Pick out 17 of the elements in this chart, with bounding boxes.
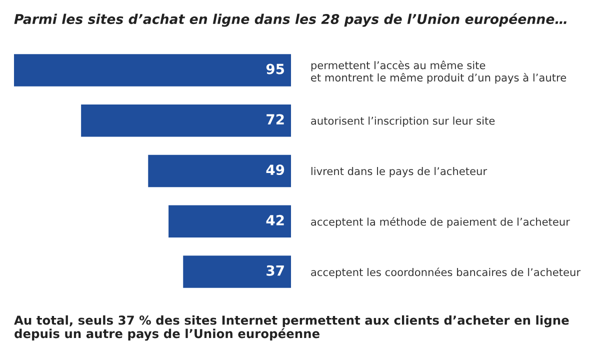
data-label: 42 bbox=[266, 214, 284, 226]
y-tick-label: acceptent la méthode de paiement de l’acheteur bbox=[311, 217, 570, 228]
chart-title: Parmi les sites d’achat en ligne dans les 28 pays de l’Union européenne… bbox=[14, 13, 566, 27]
data-label: 72 bbox=[266, 114, 284, 124]
data-label: 95 bbox=[266, 64, 284, 74]
y-tick-label: livrent dans le pays de l’acheteur bbox=[311, 166, 488, 178]
y-tick-label: permettent l’accès au même site et montrent le même produit d’un pays à l’autre bbox=[311, 60, 566, 84]
bar bbox=[81, 104, 291, 137]
data-label: 37 bbox=[266, 265, 284, 276]
y-tick-label: acceptent les coordonnées bancaires de l’acheteur bbox=[311, 268, 581, 278]
text: Au total, seuls 37 % des sites Internet permettent aux clients d’acheter en ligne depuis un autre pays de l’Union européenne bbox=[14, 315, 569, 341]
y-tick-label: autorisent l’inscription sur leur site bbox=[311, 116, 495, 127]
bar bbox=[148, 154, 291, 188]
bar bbox=[183, 256, 291, 288]
data-label: 49 bbox=[266, 164, 284, 176]
bar bbox=[168, 205, 291, 238]
bar bbox=[14, 54, 291, 86]
